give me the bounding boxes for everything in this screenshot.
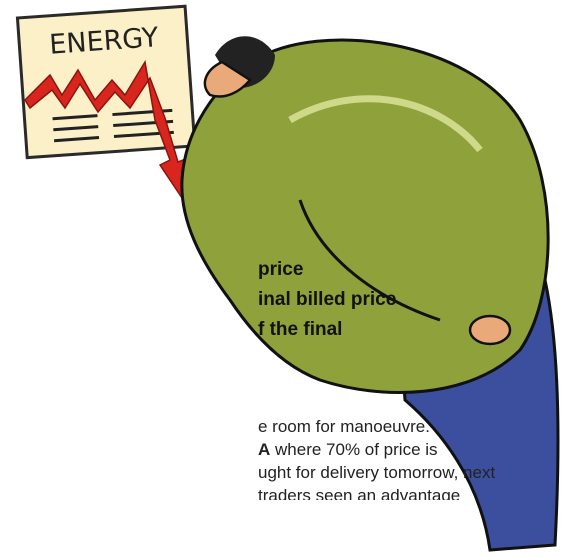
page: {"sign": {"label": "ENERGY"}, "heading":… <box>0 0 563 557</box>
hands <box>470 316 510 344</box>
text-line: A <box>258 440 270 459</box>
text-line: inal billed price <box>258 289 396 310</box>
text-line: ught for delivery tomorrow, next <box>258 463 495 482</box>
text-line: where 70% of price is <box>270 440 437 459</box>
text-line: traders seen an advantage <box>258 486 460 505</box>
text-line: e room for manoeuvre. <box>258 417 430 436</box>
text-line: price <box>258 259 303 280</box>
text-line: f the final <box>258 319 342 340</box>
illustration: ENERGY priceinal billed pricef the final… <box>0 0 563 557</box>
